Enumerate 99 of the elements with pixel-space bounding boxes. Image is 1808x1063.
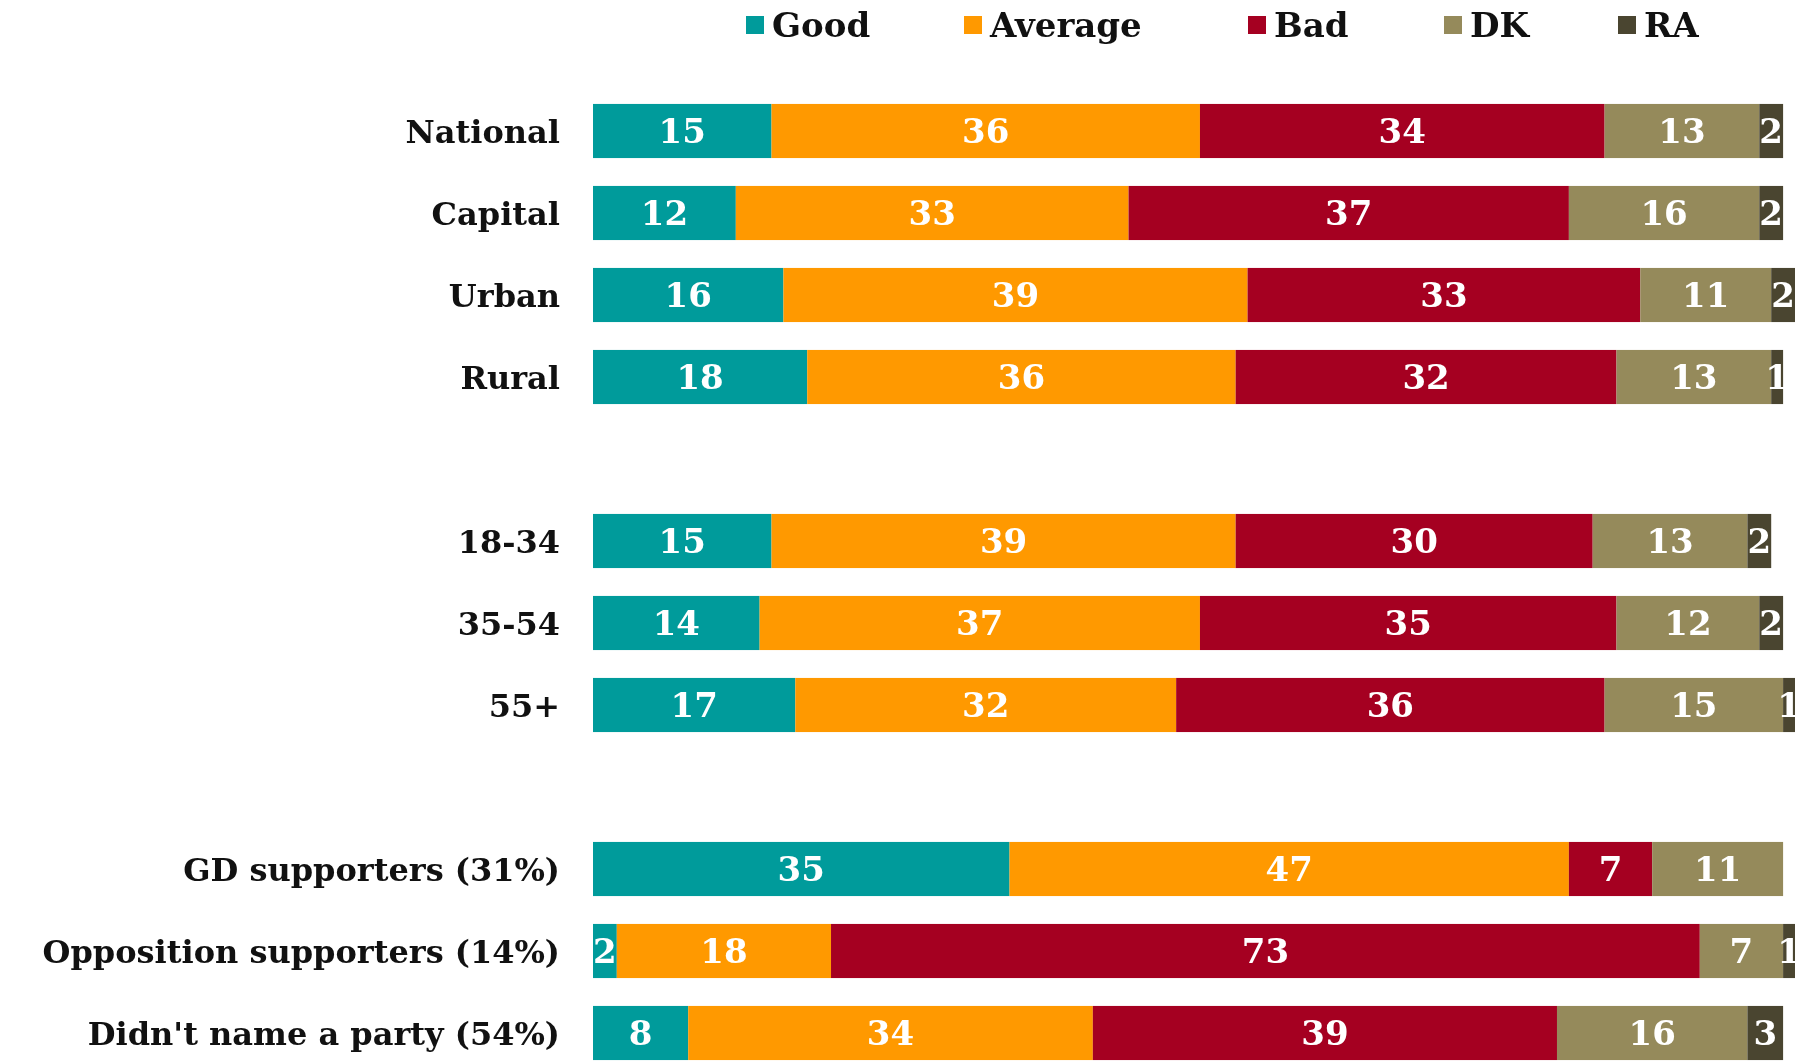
y-tick-label: 55+ <box>488 686 560 725</box>
data-label: 15 <box>1670 685 1718 726</box>
bar <box>688 1005 1093 1061</box>
data-label: 39 <box>1301 1013 1349 1054</box>
bar <box>771 513 1236 569</box>
data-label: 47 <box>1265 849 1313 890</box>
data-label: 3 <box>1753 1013 1778 1054</box>
legend-label: DK <box>1470 5 1531 46</box>
data-label: 7 <box>1729 931 1754 972</box>
legend-label: Bad <box>1274 5 1349 46</box>
data-label: 39 <box>991 275 1040 316</box>
data-label: 1 <box>1777 931 1801 972</box>
data-label: 37 <box>1325 193 1373 234</box>
bar <box>593 1005 689 1061</box>
data-label: 12 <box>640 193 689 234</box>
y-tick-label: Urban <box>448 276 560 315</box>
data-label: 1 <box>1777 685 1801 726</box>
data-label: 32 <box>1402 357 1450 398</box>
data-label: 16 <box>664 275 712 316</box>
data-label: 2 <box>1771 275 1795 316</box>
data-label: 14 <box>652 603 700 644</box>
bar <box>593 513 772 569</box>
bar <box>1128 185 1569 241</box>
bar <box>735 185 1129 241</box>
legend-label: Good <box>772 5 871 46</box>
bar <box>1604 103 1760 159</box>
legend-label: Average <box>989 5 1142 46</box>
bar <box>1009 841 1569 897</box>
y-tick-label: GD supporters (31%) <box>183 850 560 889</box>
y-tick-label: Didn't name a party (54%) <box>87 1014 560 1053</box>
legend-label: RA <box>1644 5 1700 46</box>
bar <box>1556 1005 1748 1061</box>
bar <box>1235 513 1593 569</box>
bar <box>1568 841 1653 897</box>
data-label: 8 <box>628 1013 653 1054</box>
data-label: 17 <box>670 685 718 726</box>
bar <box>1652 841 1784 897</box>
bar <box>593 267 784 323</box>
data-label: 2 <box>593 931 617 972</box>
bar <box>1616 595 1760 651</box>
data-label: 39 <box>979 521 1028 562</box>
bar <box>1640 267 1772 323</box>
data-label: 33 <box>908 193 956 234</box>
data-label: 18 <box>676 357 724 398</box>
data-label: 16 <box>1628 1013 1676 1054</box>
bar <box>1199 595 1617 651</box>
data-label: 13 <box>1670 357 1718 398</box>
y-tick-label: 35-54 <box>457 604 560 643</box>
bar <box>1092 1005 1557 1061</box>
data-label: 35 <box>777 849 825 890</box>
y-tick-label: 18-34 <box>457 522 560 561</box>
data-label: 11 <box>1682 275 1730 316</box>
data-label: 12 <box>1664 603 1712 644</box>
data-label: 18 <box>700 931 748 972</box>
bar <box>593 841 1010 897</box>
bar <box>1592 513 1748 569</box>
bar <box>1235 349 1617 405</box>
data-label: 36 <box>1366 685 1415 726</box>
data-label: 30 <box>1390 521 1438 562</box>
data-label: 2 <box>1759 111 1784 152</box>
bar <box>593 595 760 651</box>
bar <box>593 103 772 159</box>
data-label: 15 <box>658 521 706 562</box>
y-tick-label: Capital <box>431 194 560 233</box>
bar <box>795 677 1177 733</box>
data-label: 35 <box>1384 603 1432 644</box>
data-label: 7 <box>1598 849 1623 890</box>
data-label: 13 <box>1646 521 1694 562</box>
data-label: 36 <box>962 111 1010 152</box>
bar <box>1568 185 1760 241</box>
y-tick-label: National <box>405 112 560 151</box>
bar <box>831 923 1700 979</box>
data-label: 2 <box>1747 521 1772 562</box>
data-label: 16 <box>1640 193 1688 234</box>
data-label: 33 <box>1420 275 1468 316</box>
bar <box>616 923 832 979</box>
data-label: 2 <box>1759 193 1784 234</box>
bar <box>593 349 808 405</box>
bar <box>593 185 736 241</box>
bar <box>1176 677 1605 733</box>
data-label: 2 <box>1759 603 1784 644</box>
data-label: 11 <box>1693 849 1742 890</box>
bar <box>783 267 1248 323</box>
bar <box>807 349 1236 405</box>
data-label: 32 <box>962 685 1010 726</box>
data-label: 36 <box>997 357 1046 398</box>
data-label: 37 <box>956 603 1004 644</box>
data-label: 34 <box>866 1013 915 1054</box>
bar <box>1247 267 1641 323</box>
bar <box>593 677 796 733</box>
bar <box>771 103 1200 159</box>
data-label: 73 <box>1241 931 1290 972</box>
data-label: 15 <box>658 111 706 152</box>
y-tick-label: Opposition supporters (14%) <box>42 932 560 971</box>
bar <box>759 595 1200 651</box>
y-tick-label: Rural <box>460 358 560 397</box>
data-label: 34 <box>1378 111 1426 152</box>
data-label: 13 <box>1658 111 1706 152</box>
bar <box>1199 103 1605 159</box>
